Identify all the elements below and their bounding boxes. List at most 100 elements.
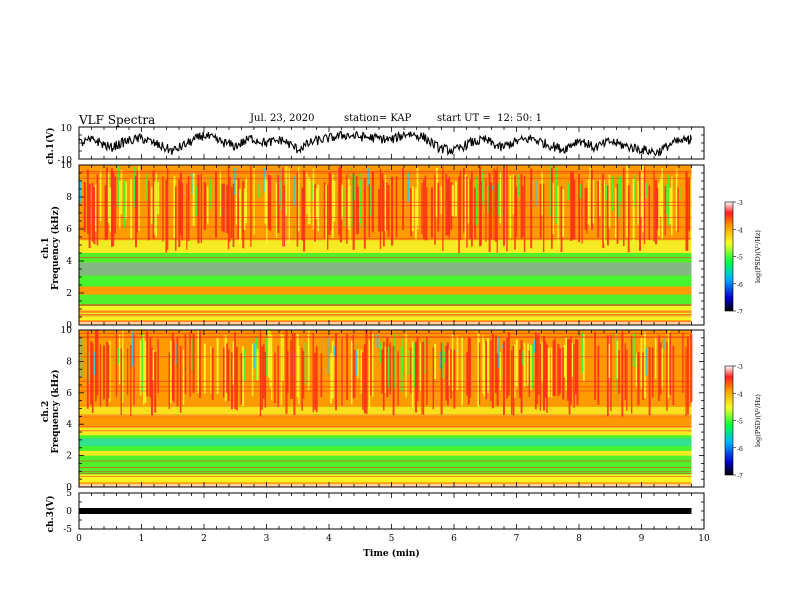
spectrogram-streak bbox=[410, 347, 412, 394]
spectrogram-streak bbox=[648, 185, 651, 240]
spectrogram-streak bbox=[531, 344, 534, 389]
spectrogram-streak bbox=[499, 352, 502, 391]
spectrogram-streak bbox=[360, 349, 362, 394]
spectrogram-streak bbox=[442, 342, 444, 379]
spectrogram-streak bbox=[119, 180, 121, 229]
spectrogram-streak bbox=[458, 176, 460, 253]
spectrogram-streak bbox=[346, 334, 349, 400]
spectrogram-streak bbox=[90, 340, 93, 405]
axis-ticks bbox=[78, 126, 705, 530]
spectrogram-streak bbox=[487, 337, 490, 393]
x-tick-label: 4 bbox=[326, 534, 332, 544]
spectrogram-streak bbox=[223, 347, 226, 398]
spectrogram-streak bbox=[672, 345, 675, 406]
spectrogram-streak bbox=[107, 344, 110, 399]
spectrogram-streak bbox=[469, 179, 472, 239]
y-tick-label: 4 bbox=[66, 420, 72, 430]
spectrogram-streak bbox=[170, 340, 172, 404]
spectrogram-streak bbox=[167, 167, 169, 250]
y-tick-label: 0 bbox=[66, 483, 72, 493]
spectrogram-streak bbox=[293, 176, 295, 207]
spectrogram-streak bbox=[307, 330, 310, 391]
spectrogram-streak bbox=[355, 350, 358, 376]
spectrogram-streak bbox=[317, 184, 320, 232]
spectrogram-streak bbox=[656, 187, 659, 230]
spectrogram-streak bbox=[477, 330, 480, 408]
spectrogram-streak bbox=[354, 175, 357, 201]
spectrogram-streak bbox=[552, 183, 555, 235]
spectrogram-streak bbox=[679, 186, 681, 201]
spectrogram-streak bbox=[280, 180, 282, 211]
spectrogram-streak bbox=[256, 348, 259, 381]
spectrogram-streak bbox=[667, 174, 670, 227]
spectrogram-streak bbox=[280, 333, 282, 406]
y-tick-label: 10 bbox=[61, 326, 73, 336]
y-tick-label: 6 bbox=[66, 225, 72, 235]
spectrogram-streak bbox=[447, 179, 450, 236]
spectrogram-streak bbox=[331, 174, 334, 239]
spectrogram-streak bbox=[175, 186, 177, 251]
frequency-band bbox=[79, 455, 692, 475]
spectrogram-streak bbox=[515, 339, 518, 388]
spectrogram-streak bbox=[133, 167, 136, 207]
spectrogram-streak bbox=[250, 166, 252, 247]
spectrogram-streak bbox=[344, 187, 346, 228]
spectrogram-streak bbox=[263, 344, 265, 399]
spectrogram-streak bbox=[187, 176, 190, 242]
spectrogram-streak bbox=[408, 350, 411, 376]
spectrogram-streak bbox=[512, 345, 515, 416]
spectrogram-streak bbox=[136, 170, 139, 233]
spectrogram-streak bbox=[413, 342, 415, 388]
spectrogram-streak bbox=[106, 342, 109, 407]
spectrogram-streak bbox=[154, 181, 156, 235]
spectrogram-streak bbox=[114, 176, 116, 234]
spectrogram-streak bbox=[411, 186, 414, 232]
spectrogram-streak bbox=[571, 342, 574, 378]
y-axis-label-ch1: ch.1Frequency (kHz) bbox=[41, 206, 61, 290]
dc-band bbox=[79, 483, 692, 487]
spectrogram-streak bbox=[415, 188, 417, 240]
spectrogram-streak bbox=[157, 181, 160, 214]
spectrogram-streak bbox=[594, 331, 596, 401]
spectrogram-streak bbox=[290, 340, 292, 399]
spectrogram-streak bbox=[386, 337, 389, 398]
spectrogram-streak bbox=[379, 342, 382, 364]
spectrogram-streak bbox=[610, 335, 612, 412]
spectrogram-streak bbox=[91, 343, 94, 413]
spectrogram-streak bbox=[416, 168, 419, 230]
spectrogram-streak bbox=[155, 172, 158, 238]
spectrogram-streak bbox=[349, 185, 351, 245]
spectrogram-streak bbox=[311, 183, 314, 201]
spectrogram-streak bbox=[659, 177, 662, 217]
spectrogram-streak bbox=[467, 178, 470, 224]
spectrogram-streak bbox=[83, 181, 86, 232]
x-tick-label: 8 bbox=[576, 534, 582, 544]
spectrogram-streak bbox=[211, 347, 214, 400]
spectrogram-streak bbox=[400, 347, 403, 393]
spectrogram-streak bbox=[485, 179, 487, 242]
spectrogram-streak bbox=[559, 348, 561, 394]
spectrogram-streak bbox=[253, 165, 255, 235]
spectrogram-streak bbox=[659, 342, 662, 395]
x-tick-label: 6 bbox=[451, 534, 457, 544]
spectrogram-streak bbox=[440, 342, 443, 415]
spectrogram-streak bbox=[607, 335, 609, 417]
spectrogram-streak bbox=[386, 182, 388, 231]
spectrogram-streak bbox=[570, 336, 572, 405]
spectrogram-streak bbox=[520, 174, 523, 239]
spectrogram-streak bbox=[533, 339, 536, 353]
spectrogram-streak bbox=[528, 350, 530, 397]
spectrogram-streak bbox=[242, 346, 245, 407]
spectrogram-streak bbox=[631, 335, 633, 414]
spectrogram-streak bbox=[645, 347, 647, 376]
spectrogram-streak bbox=[151, 347, 154, 416]
spectrogram-streak bbox=[306, 172, 308, 215]
spectrogram-streak bbox=[463, 167, 465, 233]
spectrogram-streak bbox=[88, 351, 90, 384]
spectrogram-streak bbox=[307, 176, 310, 225]
spectrogram-streak bbox=[191, 338, 193, 371]
y-tick-label: 0 bbox=[66, 507, 72, 517]
spectrogram-streak bbox=[541, 342, 543, 383]
spectrogram-streak bbox=[365, 330, 368, 414]
spectrogram-streak bbox=[459, 170, 462, 240]
